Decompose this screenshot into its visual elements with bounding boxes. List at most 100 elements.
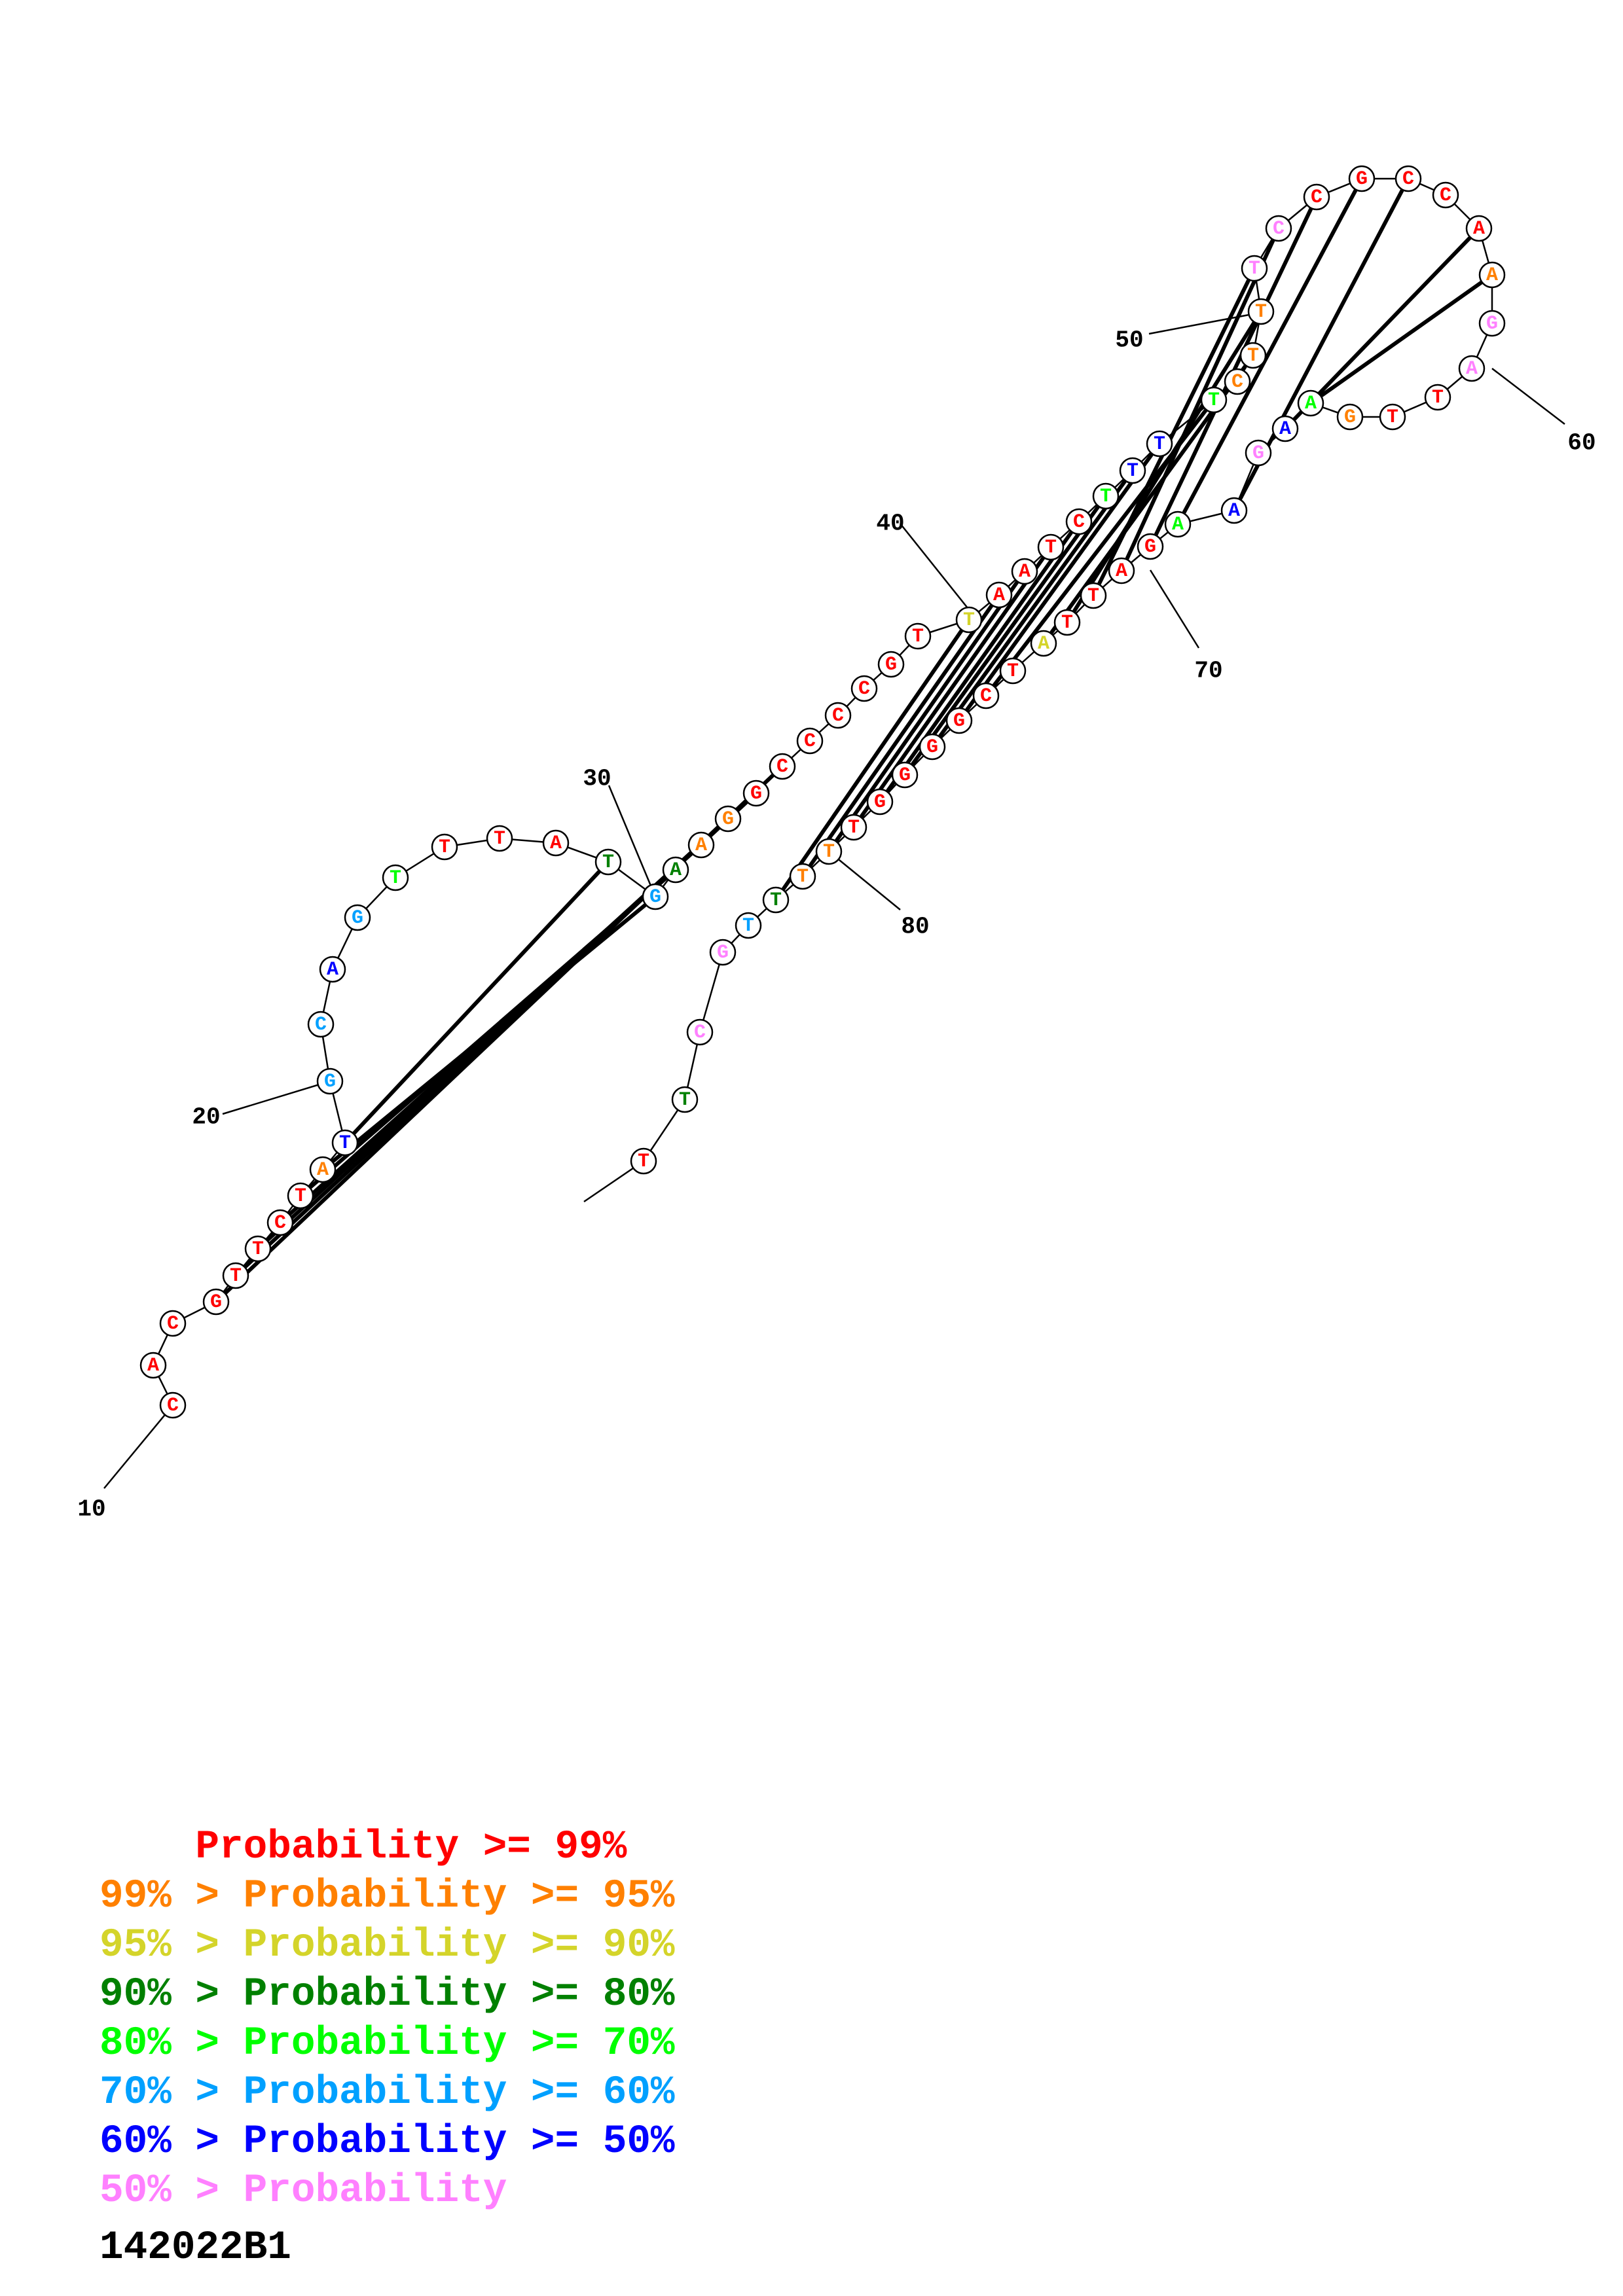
nucleotide-base: A bbox=[1172, 514, 1184, 536]
nucleotide: A bbox=[1465, 215, 1493, 242]
nucleotide-circle bbox=[309, 1156, 337, 1183]
nucleotide-base: A bbox=[327, 959, 338, 981]
nucleotide: T bbox=[594, 848, 622, 876]
nucleotide-base: C bbox=[1440, 185, 1451, 207]
nucleotide-circle bbox=[1265, 215, 1292, 242]
nucleotide-circle bbox=[1080, 582, 1107, 609]
nucleotide-base: A bbox=[1228, 500, 1240, 522]
nucleotide-base: C bbox=[1402, 168, 1414, 190]
position-label: 70 bbox=[1194, 658, 1222, 685]
nucleotide-circle bbox=[796, 727, 824, 755]
nucleotide-base: G bbox=[722, 808, 734, 831]
position-label: 40 bbox=[876, 511, 904, 537]
nucleotide: T bbox=[1080, 582, 1107, 609]
nucleotide: C bbox=[1224, 368, 1251, 395]
nucleotide-circle bbox=[1458, 355, 1486, 382]
nucleotide-circle bbox=[1224, 368, 1251, 395]
nucleotide: T bbox=[486, 825, 513, 852]
nucleotide: A bbox=[662, 856, 689, 884]
nucleotide-circle bbox=[222, 1262, 249, 1289]
nucleotide-base: T bbox=[823, 841, 835, 863]
nucleotide-base: G bbox=[1144, 536, 1156, 558]
nucleotide: T bbox=[331, 1129, 359, 1157]
nucleotide: C bbox=[1303, 183, 1330, 211]
nucleotide: T bbox=[840, 814, 867, 841]
nucleotide: G bbox=[316, 1067, 344, 1095]
nucleotide: G bbox=[1245, 439, 1272, 467]
nucleotide-base: T bbox=[252, 1238, 264, 1261]
nucleotide-base: T bbox=[1154, 433, 1165, 456]
nucleotide-circle bbox=[1303, 183, 1330, 211]
nucleotide-base: G bbox=[899, 764, 911, 787]
nucleotide-circle bbox=[159, 1391, 187, 1419]
nucleotide-base: T bbox=[1249, 258, 1260, 280]
position-tick bbox=[1149, 569, 1200, 649]
nucleotide: A bbox=[1164, 511, 1192, 538]
nucleotide-circle bbox=[1465, 215, 1493, 242]
position-label: 50 bbox=[1115, 327, 1143, 354]
base-pair-bond bbox=[1097, 279, 1250, 585]
nucleotide-base: T bbox=[742, 915, 754, 937]
nucleotide: G bbox=[919, 733, 946, 761]
nucleotide-base: C bbox=[1273, 218, 1285, 240]
nucleotide: T bbox=[1092, 482, 1120, 510]
nucleotide-circle bbox=[486, 825, 513, 852]
nucleotide-circle bbox=[1220, 497, 1248, 524]
nucleotide-base: A bbox=[993, 584, 1005, 607]
nucleotide-circle bbox=[891, 761, 919, 789]
nucleotide-circle bbox=[1478, 310, 1506, 337]
legend-entry-p80: 90% > Probability >= 80% bbox=[100, 1972, 675, 2017]
nucleotide-base: T bbox=[1087, 585, 1099, 607]
nucleotide: T bbox=[1239, 342, 1267, 369]
nucleotide-base: A bbox=[695, 834, 707, 857]
nucleotide: A bbox=[1478, 261, 1506, 289]
base-pair-bond bbox=[1125, 239, 1275, 560]
nucleotide-circle bbox=[850, 675, 878, 702]
nucleotide: A bbox=[319, 956, 346, 983]
nucleotide: G bbox=[642, 883, 669, 910]
nucleotide: G bbox=[709, 939, 737, 966]
position-label: 80 bbox=[901, 914, 929, 941]
legend-entry-p95: 99% > Probability >= 95% bbox=[100, 1874, 675, 1919]
nucleotide-circle bbox=[686, 1018, 714, 1046]
nucleotide-circle bbox=[735, 912, 762, 939]
nucleotide-circle bbox=[202, 1288, 230, 1316]
nucleotide-base: T bbox=[679, 1089, 691, 1111]
base-pair-bond bbox=[1292, 236, 1472, 421]
nucleotide-circle bbox=[919, 733, 946, 761]
nucleotide-base: A bbox=[147, 1355, 159, 1377]
nucleotide-base: T bbox=[1061, 612, 1073, 634]
nucleotide: T bbox=[671, 1086, 699, 1113]
nucleotide-circle bbox=[1478, 261, 1506, 289]
nucleotide-circle bbox=[1065, 508, 1093, 535]
nucleotide-base: T bbox=[339, 1132, 351, 1155]
nucleotide: T bbox=[431, 833, 458, 861]
nucleotide-circle bbox=[1247, 298, 1275, 325]
nucleotide: C bbox=[850, 675, 878, 702]
nucleotide-base: C bbox=[804, 730, 816, 753]
nucleotide-base: G bbox=[649, 886, 661, 908]
base-pair-bonds bbox=[224, 189, 1483, 1295]
legend-entry-p60: 70% > Probability >= 60% bbox=[100, 2070, 675, 2115]
nucleotide: T bbox=[815, 838, 843, 865]
base-pair-bond bbox=[1320, 281, 1483, 397]
nucleotide-base: T bbox=[848, 817, 860, 839]
nucleotide: G bbox=[1478, 310, 1506, 337]
nucleotide-circle bbox=[1146, 430, 1173, 457]
nucleotide-circle bbox=[1241, 255, 1268, 282]
nucleotide-circle bbox=[1432, 181, 1459, 209]
nucleotide-base: C bbox=[167, 1395, 179, 1417]
nucleotide: G bbox=[1336, 403, 1364, 431]
position-label: 60 bbox=[1567, 430, 1596, 457]
nucleotide-circle bbox=[1297, 389, 1324, 417]
nucleotide-circle bbox=[1424, 384, 1451, 411]
nucleotide-circle bbox=[955, 606, 983, 634]
nucleotide: T bbox=[382, 864, 409, 891]
nucleotide-base: T bbox=[770, 889, 782, 912]
nucleotide: T bbox=[287, 1182, 314, 1210]
nucleotide-circle bbox=[985, 581, 1013, 609]
nucleotide: C bbox=[159, 1391, 187, 1419]
nucleotide-base: G bbox=[1252, 442, 1264, 465]
nucleotide-circle bbox=[1011, 558, 1038, 585]
